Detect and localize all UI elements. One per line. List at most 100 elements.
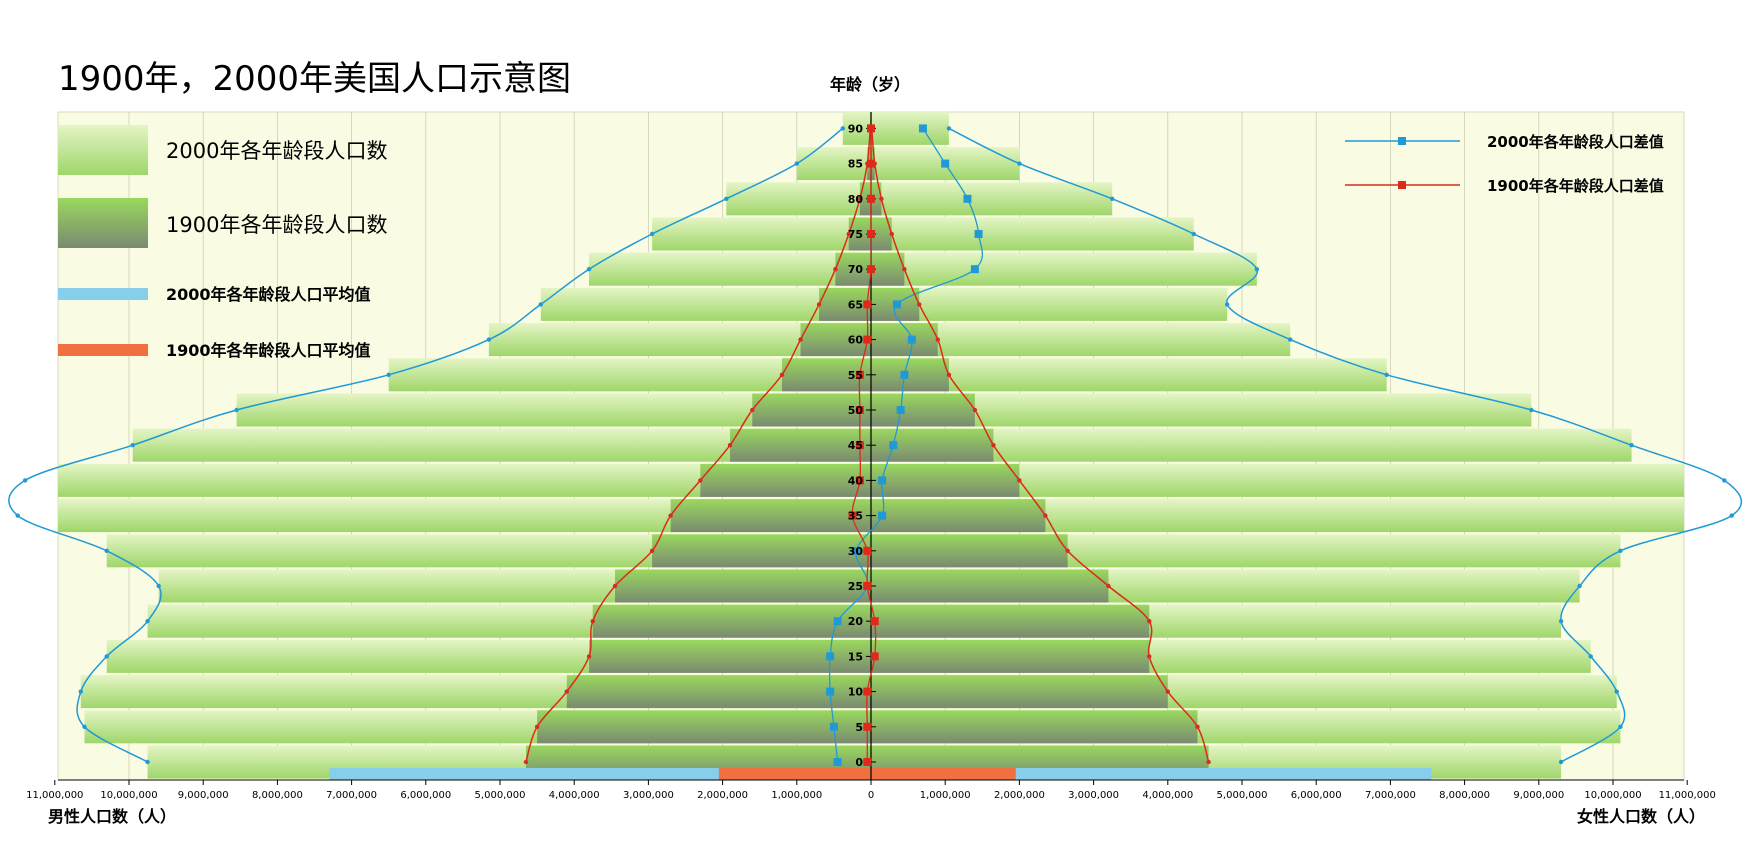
- bar-1900-male-15: [589, 639, 871, 673]
- outline-1900-male-point-35: [668, 513, 673, 518]
- diff-1900-marker-65: [863, 300, 872, 309]
- age-label-80: 80: [848, 193, 864, 206]
- outline-1900-male-point-85: [865, 161, 870, 166]
- diff-2000-marker-50: [896, 406, 905, 414]
- legend-label-2000-bars: 2000年各年龄段人口数: [166, 139, 387, 163]
- outline-2000-female-point-60: [1288, 337, 1293, 342]
- outline-1900-male-point-0: [523, 759, 529, 765]
- diff-2000-marker-0: [833, 758, 842, 766]
- age-label-20: 20: [848, 615, 864, 628]
- diff-1900-marker-75: [867, 230, 875, 238]
- outline-1900-female-point-15: [1147, 654, 1152, 659]
- bar-1900-female-40: [871, 463, 1020, 497]
- outline-2000-male-point-10: [78, 689, 83, 694]
- x-tick-label: 9,000,000: [178, 790, 229, 801]
- outline-1900-female-point-60: [935, 337, 940, 342]
- diff-2000-marker-5: [829, 722, 838, 731]
- diff-2000-marker-55: [900, 370, 909, 379]
- diff-1900-marker-70: [867, 265, 875, 274]
- bar-1900-female-20: [871, 604, 1150, 638]
- bar-1900-male-20: [592, 604, 871, 638]
- outline-1900-female-point-70: [902, 267, 907, 272]
- x-axis: 11,000,000 10,000,000 9,000,000 8,000,000 7,…: [26, 779, 1716, 801]
- outline-2000-female-point-25: [1577, 583, 1582, 589]
- x-tick-label: 5,000,000: [475, 790, 526, 801]
- outline-1900-male-point-10: [564, 689, 569, 694]
- age-label-10: 10: [848, 686, 864, 699]
- diff-1900-marker-50: [855, 406, 864, 414]
- line-diff-2000: [826, 124, 984, 766]
- outline-1900-female-point-25: [1106, 583, 1111, 589]
- diff-2000-marker-35: [878, 511, 887, 520]
- diff-1900-marker-45: [855, 441, 864, 450]
- outline-1900-male-point-75: [846, 231, 851, 237]
- diff-2000-marker-10: [826, 687, 835, 696]
- outline-1900-female-point-20: [1147, 619, 1152, 624]
- x-tick-label: 7,000,000: [1365, 790, 1416, 801]
- diff-2000-marker-70: [970, 265, 979, 274]
- x-tick-label: 5,000,000: [1217, 790, 1268, 801]
- diff-1900-marker-15: [870, 652, 879, 661]
- outline-2000-female-point-35: [1729, 513, 1734, 518]
- bar-2000-female-80: [871, 182, 1113, 216]
- outline-2000-female-point-15: [1588, 654, 1593, 659]
- legend-left: 2000年各年龄段人口数 1900年各年龄段人口数 2000年各年龄段人口平均值…: [58, 125, 387, 360]
- legend-marker-diff-1900: [1398, 181, 1406, 189]
- age-label-35: 35: [848, 510, 863, 523]
- legend-marker-diff-2000: [1398, 137, 1406, 145]
- outline-2000: [8, 126, 1743, 765]
- x-axis-left-title: 男性人口数（人）: [48, 807, 176, 826]
- bar-1900-female-15: [871, 639, 1150, 673]
- outline-2000-female-point-0: [1558, 759, 1564, 765]
- legend-label-diff-1900: 1900年各年龄段人口差值: [1487, 177, 1664, 195]
- outline-2000-male-point-40: [22, 478, 28, 483]
- x-tick-label: 10,000,000: [100, 790, 157, 801]
- average-bar-1900: [718, 768, 1016, 780]
- diff-1900-marker-25: [863, 582, 872, 590]
- bar-1900-male-10: [566, 675, 871, 709]
- outline-2000-male-point-25: [156, 583, 161, 589]
- bar-1900-female-80: [871, 182, 882, 216]
- bar-1900-female-30: [871, 534, 1068, 568]
- legend-label-diff-2000: 2000年各年龄段人口差值: [1487, 133, 1664, 151]
- outline-1900-male-point-50: [750, 407, 755, 413]
- x-tick-label: 2,000,000: [697, 790, 748, 801]
- x-tick-label: 3,000,000: [623, 790, 674, 801]
- diff-1900-marker-80: [867, 194, 875, 203]
- diff-1900-marker-0: [863, 758, 872, 766]
- outline-1900-female-point-0: [1206, 759, 1211, 765]
- outline-1900-female-point-45: [991, 443, 996, 448]
- outline-1900-male-point-80: [857, 196, 863, 201]
- outline-2000-female-point-10: [1614, 689, 1619, 694]
- outline-2000-female-point-80: [1109, 196, 1115, 201]
- outline-2000-male-point-70: [586, 267, 592, 272]
- outline-2000-female-point-85: [1017, 161, 1022, 166]
- outline-2000-female-point-40: [1722, 478, 1727, 483]
- diff-1900-marker-5: [863, 722, 872, 731]
- diff-1900-marker-20: [870, 617, 879, 626]
- bar-1900-male-40: [700, 463, 871, 497]
- bar-1900-male-50: [752, 393, 871, 427]
- outline-1900-male-point-5: [534, 724, 540, 729]
- outline-1900-female-point-5: [1195, 724, 1200, 729]
- x-tick-label: 3,000,000: [1068, 790, 1119, 801]
- x-tick-label: 0: [868, 790, 874, 801]
- outline-2000-male-point-5: [82, 724, 87, 729]
- legend-swatch-avg-1900: [58, 344, 148, 356]
- diff-1900-marker-85: [867, 159, 875, 168]
- outline-1900-male-point-45: [727, 443, 733, 448]
- diff-1900-marker-35: [848, 511, 857, 520]
- outline-1900-female-point-65: [917, 302, 922, 307]
- bar-1900-female-5: [871, 710, 1198, 744]
- diff-1900-marker-40: [855, 476, 864, 485]
- age-label-5: 5: [855, 721, 863, 734]
- outline-1900-female-point-40: [1017, 478, 1022, 483]
- bar-1900-male-30: [652, 534, 871, 568]
- bar-1900-male-65: [819, 287, 871, 321]
- legend-swatch-2000-bars: [58, 125, 148, 175]
- outline-2000-male-point-0: [145, 759, 150, 765]
- diff-2000-marker-40: [878, 476, 887, 485]
- outline-1900-female-point-50: [972, 407, 978, 413]
- bar-1900-female-60: [871, 323, 938, 357]
- bar-2000-female-75: [871, 217, 1194, 251]
